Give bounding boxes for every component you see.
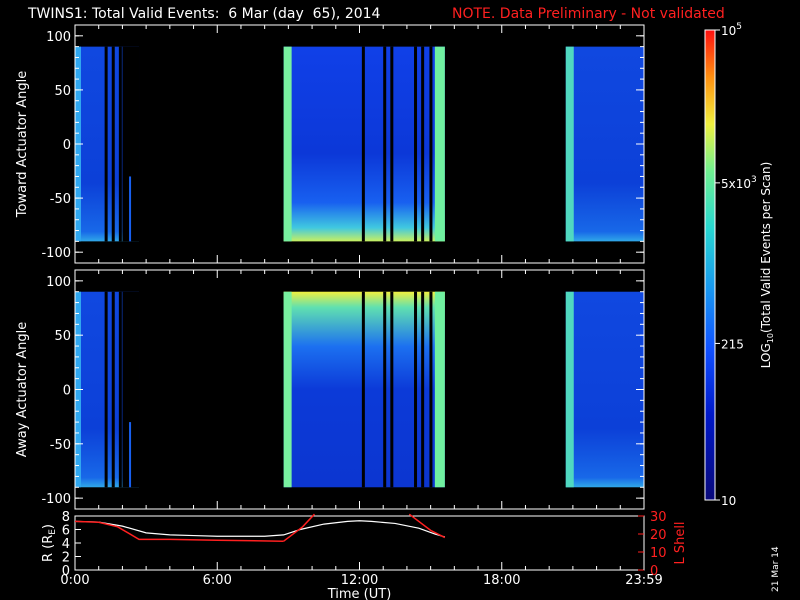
data-gap-line — [390, 291, 394, 488]
isolated-scan — [129, 422, 132, 488]
y-axis-label: Away Actuator Angle — [15, 322, 30, 457]
colorbar-tick-label: 215 — [721, 337, 744, 351]
heatmap-edge-strip — [565, 291, 574, 488]
data-gap-line — [429, 291, 433, 488]
colorbar-gradient — [704, 29, 716, 501]
heatmap-panel-1: 100 50 0 -50 -100 Toward Actuator Angle — [15, 24, 645, 264]
data-gap-line — [104, 46, 108, 242]
data-gap-line — [390, 46, 394, 242]
data-gap-line — [361, 291, 365, 488]
heatmap-edge-strip — [283, 46, 292, 242]
data-gap-line — [414, 46, 418, 242]
data-gap-line — [111, 46, 115, 242]
x-tick-label: 18:00 — [483, 573, 520, 588]
y-right-tick-label: 20 — [650, 528, 667, 543]
data-gap-line — [111, 291, 115, 488]
colorbar-tick-label: 5x103 — [721, 175, 757, 191]
y-tick-label: 50 — [54, 329, 71, 344]
colorbar-tick-label: 105 — [721, 22, 742, 38]
l-shell-line — [408, 513, 446, 539]
x-tick-label: 23:59 — [625, 573, 662, 588]
y-right-tick-label: 10 — [650, 546, 667, 561]
y-axis-label: R (RE) — [41, 524, 58, 562]
preliminary-note: NOTE. Data Preliminary - Not validated — [452, 6, 725, 22]
orbit-frame — [74, 515, 645, 571]
data-gap-line — [361, 46, 365, 242]
y-tick-label: 0 — [62, 564, 70, 579]
colorbar-tick-label: 10 — [721, 494, 736, 508]
data-gap — [122, 291, 140, 488]
y-tick-label: 0 — [63, 138, 71, 153]
chart-title: TWINS1: Total Valid Events: 6 Mar (day 6… — [28, 6, 381, 22]
colorbar-label: LOG10(Total Valid Events per Scan) — [759, 162, 775, 369]
heatmap-block — [565, 291, 644, 488]
x-axis-label: Time (UT) — [327, 587, 392, 600]
y-tick-label: -100 — [41, 492, 71, 507]
l-shell-line — [74, 520, 284, 542]
y-tick-label: 6 — [62, 524, 70, 539]
y-tick-label: 100 — [46, 30, 71, 45]
l-shell-line — [283, 513, 316, 542]
x-tick-label: 12:00 — [341, 573, 378, 588]
radius-line — [74, 520, 446, 538]
heatmap-block — [565, 46, 644, 242]
data-gap-line — [429, 46, 433, 242]
y-tick-label: 0 — [63, 384, 71, 399]
y-tick-label: -50 — [50, 192, 71, 207]
data-gap-line — [104, 291, 108, 488]
y-tick-label: 4 — [62, 537, 70, 552]
y-right-axis-label: L Shell — [673, 521, 688, 564]
x-tick-label: 0:00 — [60, 573, 89, 588]
y-tick-label: 100 — [46, 275, 71, 290]
isolated-scan — [129, 176, 132, 242]
data-gap-line — [118, 291, 122, 488]
heatmap-panel-2: 100 50 0 -50 -100 Away Actuator Angle — [15, 269, 645, 510]
y-axis-label: Toward Actuator Angle — [15, 71, 30, 218]
data-gap-line — [383, 291, 387, 488]
y-tick-label: 50 — [54, 84, 71, 99]
heatmap-edge-strip — [283, 291, 292, 488]
y-tick-label: 8 — [62, 510, 70, 525]
heatmap-edge-strip — [565, 46, 574, 242]
x-tick-label: 6:00 — [203, 573, 232, 588]
y-tick-label: -100 — [41, 246, 71, 261]
data-gap — [122, 46, 140, 242]
y-right-tick-label: 30 — [650, 510, 667, 525]
y-tick-label: 2 — [62, 551, 70, 566]
y-tick-label: -50 — [50, 438, 71, 453]
data-gap-line — [118, 46, 122, 242]
data-gap-line — [421, 291, 425, 488]
heatmap-edge-strip — [434, 46, 445, 242]
data-gap-line — [383, 46, 387, 242]
data-gap-line — [421, 46, 425, 242]
data-gap-line — [414, 291, 418, 488]
y-right-tick-label: 0 — [650, 564, 658, 579]
heatmap-edge-strip — [434, 291, 445, 488]
